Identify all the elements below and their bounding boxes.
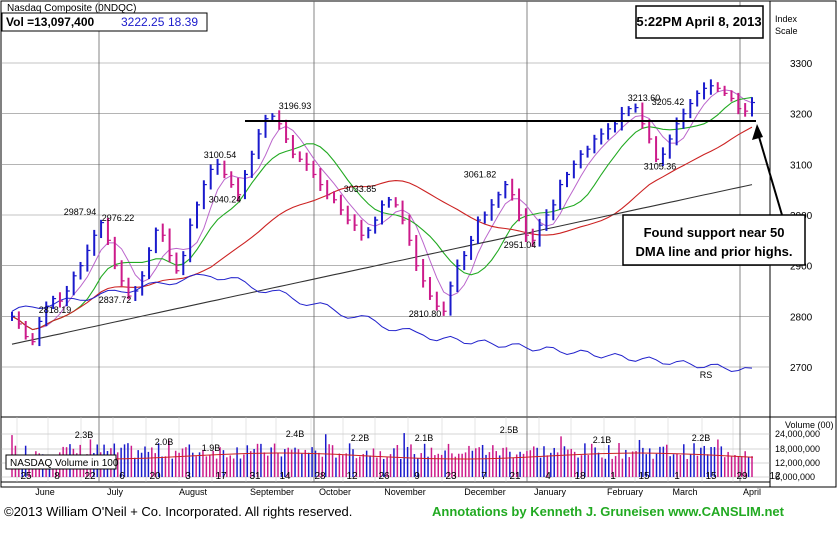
x-tick-label: 22 [84,471,96,482]
x-tick-label: 20 [149,471,161,482]
x-tick-label: 28 [314,471,326,482]
volume-tick-label: 24,000,000 [775,429,820,439]
copyright: ©2013 William O'Neil + Co. Incorporated.… [4,504,352,519]
annotation-arrow [756,129,783,216]
price-label: RS [700,370,713,380]
y-tick-label: 2900 [790,262,813,273]
x-tick-label: 1 [610,471,616,482]
volume-y-ticks: 24,000,000 18,000,000 12,000,000 6,000,000 [775,429,820,482]
ma200-line [11,184,753,345]
volume-peak-label: 2.3B [75,430,94,440]
annotation-line1: Found support near 50 [644,225,785,240]
price-label: 2951.04 [504,240,537,250]
vol-label: Vol =13,097,400 [6,15,95,29]
volume-tick-label: 12,000,000 [775,458,820,468]
x-tick-label: 7 [481,471,487,482]
x-tick-label: 14 [279,471,291,482]
volume-peak-label: 2.2B [351,433,370,443]
x-tick-label: 26 [378,471,390,482]
month-label: April [743,487,761,497]
y-tick-label: 3200 [790,110,813,121]
timestamp-box [635,5,764,39]
x-tick-label: 8 [54,471,60,482]
price-label: 3100.54 [204,150,237,160]
price-bars [11,79,755,347]
month-label: September [250,487,294,497]
volume-peak-label: 2.4B [286,429,305,439]
x-tick-label: 6 [119,471,125,482]
index-scale-label-line1: Index [775,14,798,24]
index-scale-label-line2: Scale [775,26,798,36]
x-tick-label: 9 [414,471,420,482]
price-label: 3105.36 [644,162,677,172]
month-labels: June July August September October November De… [35,487,761,497]
x-axis-ticks: 25 8 22 6 20 3 17 31 14 28 12 26 9 23 7 21 4 18 1 15 1 15 29 12 [20,471,781,482]
timestamp: 5:22PM April 8, 2013 [636,14,761,29]
price-label: 2976.22 [102,213,135,223]
month-label: January [534,487,567,497]
x-tick-label: 31 [249,471,261,482]
price-label: 2987.94 [64,207,97,217]
month-label: October [319,487,351,497]
annotation-line2: DMA line and prior highs. [636,244,793,259]
x-tick-label: 12 [769,471,781,482]
month-label: July [107,487,124,497]
y-tick-label: 3100 [790,160,813,171]
annotation-box [622,214,806,266]
volume-title: Volume (00) [785,420,834,430]
arrow-head [752,124,763,140]
x-tick-label: 18 [574,471,586,482]
x-tick-label: 15 [638,471,650,482]
volume-peak-label: 2.1B [415,433,434,443]
price-label: 3196.93 [279,101,312,111]
x-tick-label: 4 [545,471,551,482]
y-tick-label: 3300 [790,59,813,70]
price-label: 3061.82 [464,170,497,180]
x-tick-label: 1 [674,471,680,482]
x-tick-label: 29 [736,471,748,482]
price-label: 2837.72 [99,295,132,305]
volume-peak-labels: 2.3B 2.0B 1.9B 2.4B 2.2B 2.1B 2.5B 2.1B 2.2B [75,425,711,453]
y-tick-label: 2800 [790,312,813,323]
volume-legend-box [5,454,117,470]
x-tick-label: 21 [509,471,521,482]
x-tick-label: 25 [20,471,32,482]
annotations-credit: Annotations by Kenneth J. Gruneisen www.… [432,504,785,519]
volume-peak-label: 2.2B [692,433,711,443]
month-label: December [464,487,506,497]
price-label: 3040.24 [209,195,242,205]
price-label: 3033.85 [344,184,377,194]
volume-peak-label: 2.5B [500,425,519,435]
x-tick-label: 15 [705,471,717,482]
price-label: 2810.80 [409,309,442,319]
x-tick-label: 12 [346,471,358,482]
price-label: 3213.60 [628,93,661,103]
price-label: 3205.42 [652,97,685,107]
month-label: March [672,487,697,497]
price-label: 2818.19 [39,305,72,315]
month-label: June [35,487,55,497]
chart-title: Nasdaq Composite (0NDQC) [7,3,137,14]
volume-legend: NASDAQ Volume in 100 [10,458,119,469]
month-label: February [607,487,644,497]
price-labels: 2987.94 2976.22 2837.72 2818.19 3100.54 3040.… [39,93,713,380]
y-tick-label: 2700 [790,363,813,374]
month-label: August [179,487,208,497]
x-tick-label: 3 [185,471,191,482]
x-tick-label: 17 [215,471,227,482]
vol-box [1,12,208,32]
volume-tick-label: 6,000,000 [775,472,815,482]
volume-peak-label: 2.0B [155,437,174,447]
volume-tick-label: 18,000,000 [775,444,820,454]
volume-peak-label: 1.9B [202,443,221,453]
x-tick-label: 23 [445,471,457,482]
change-value: 18.39 [168,15,198,29]
month-label: November [384,487,426,497]
price-value: 3222.25 [121,15,165,29]
volume-ma-line [11,452,754,460]
volume-bars [11,433,754,477]
volume-peak-label: 2.1B [593,435,612,445]
